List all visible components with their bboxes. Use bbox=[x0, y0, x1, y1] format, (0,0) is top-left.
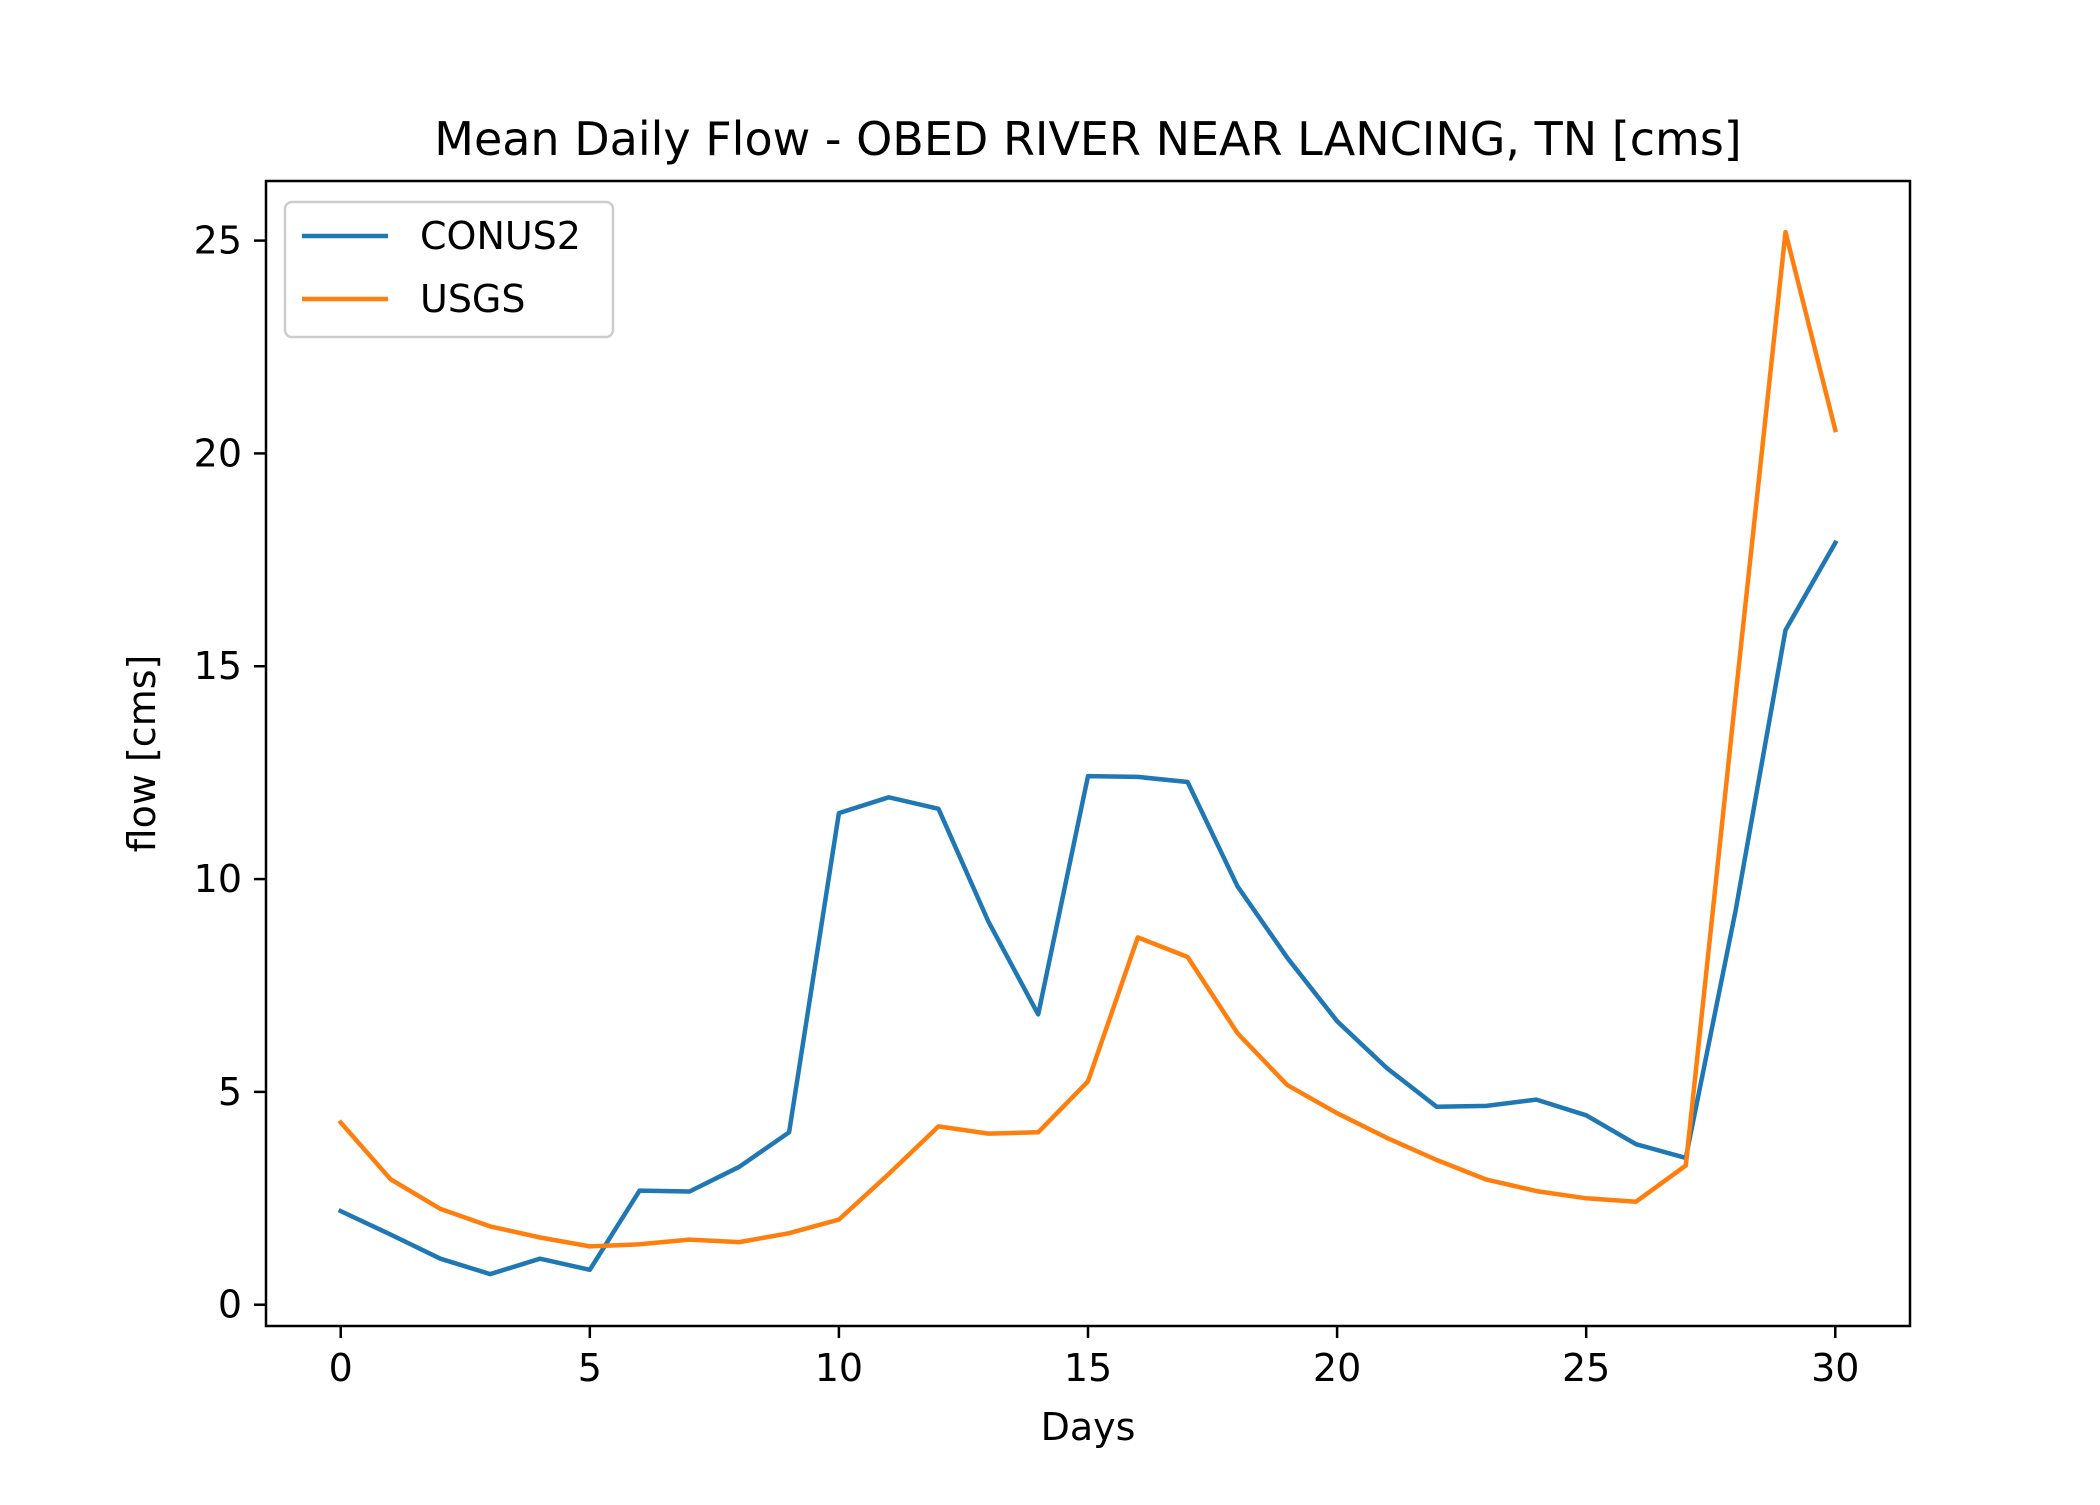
x-axis-label: Days bbox=[1041, 1405, 1136, 1449]
y-tick-label: 5 bbox=[218, 1070, 242, 1114]
y-axis-label: flow [cms] bbox=[120, 655, 164, 853]
y-tick-label: 25 bbox=[194, 219, 242, 263]
legend-label: CONUS2 bbox=[420, 214, 581, 258]
chart-title: Mean Daily Flow - OBED RIVER NEAR LANCIN… bbox=[434, 112, 1742, 166]
series-layer bbox=[337, 229, 1839, 1277]
x-tick-label: 15 bbox=[1064, 1346, 1112, 1390]
y-tick-label: 0 bbox=[218, 1283, 242, 1327]
series-line-usgs bbox=[337, 229, 1839, 1249]
x-tick-label: 5 bbox=[578, 1346, 602, 1390]
y-tick-label: 15 bbox=[194, 644, 242, 688]
x-tick-label: 30 bbox=[1811, 1346, 1859, 1390]
x-tick-label: 10 bbox=[815, 1346, 863, 1390]
y-tick-label: 10 bbox=[194, 857, 242, 901]
y-tick-label: 20 bbox=[194, 431, 242, 475]
series-line-conus2 bbox=[337, 539, 1839, 1277]
y-axis-ticks: 0 5 10 15 20 25 bbox=[194, 219, 266, 1327]
x-tick-label: 0 bbox=[329, 1346, 353, 1390]
x-tick-label: 25 bbox=[1562, 1346, 1610, 1390]
legend: CONUS2 USGS bbox=[283, 200, 615, 339]
legend-label: USGS bbox=[420, 277, 526, 321]
x-axis-ticks: 0 5 10 15 20 25 30 bbox=[329, 1326, 1859, 1390]
x-tick-label: 20 bbox=[1313, 1346, 1361, 1390]
